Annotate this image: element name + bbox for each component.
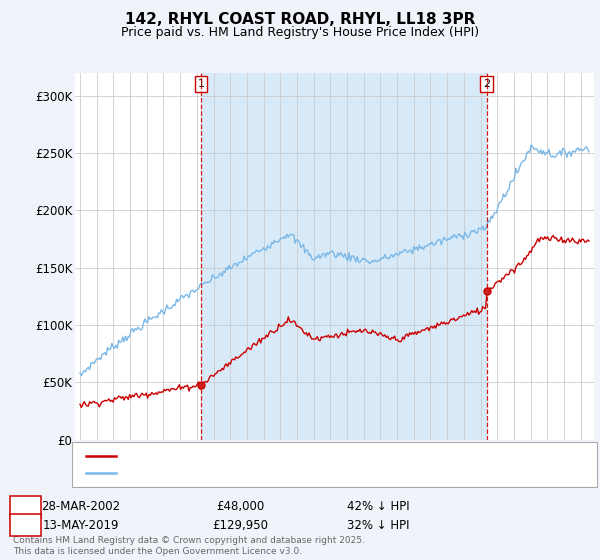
- Text: HPI: Average price, detached house, Denbighshire: HPI: Average price, detached house, Denb…: [123, 468, 404, 478]
- Text: 2: 2: [22, 519, 30, 532]
- Text: 42% ↓ HPI: 42% ↓ HPI: [347, 500, 409, 514]
- Text: 2: 2: [483, 79, 490, 89]
- Text: 13-MAY-2019: 13-MAY-2019: [43, 519, 119, 532]
- Text: 142, RHYL COAST ROAD, RHYL, LL18 3PR (detached house): 142, RHYL COAST ROAD, RHYL, LL18 3PR (de…: [123, 451, 454, 461]
- Text: 1: 1: [22, 500, 30, 514]
- Text: £129,950: £129,950: [212, 519, 268, 532]
- Text: 28-MAR-2002: 28-MAR-2002: [41, 500, 121, 514]
- Text: Contains HM Land Registry data © Crown copyright and database right 2025.
This d: Contains HM Land Registry data © Crown c…: [13, 536, 365, 556]
- Text: £48,000: £48,000: [216, 500, 264, 514]
- Text: 32% ↓ HPI: 32% ↓ HPI: [347, 519, 409, 532]
- Bar: [201, 73, 487, 440]
- Text: 1: 1: [197, 79, 205, 89]
- Text: Price paid vs. HM Land Registry's House Price Index (HPI): Price paid vs. HM Land Registry's House …: [121, 26, 479, 39]
- Text: 142, RHYL COAST ROAD, RHYL, LL18 3PR: 142, RHYL COAST ROAD, RHYL, LL18 3PR: [125, 12, 475, 27]
